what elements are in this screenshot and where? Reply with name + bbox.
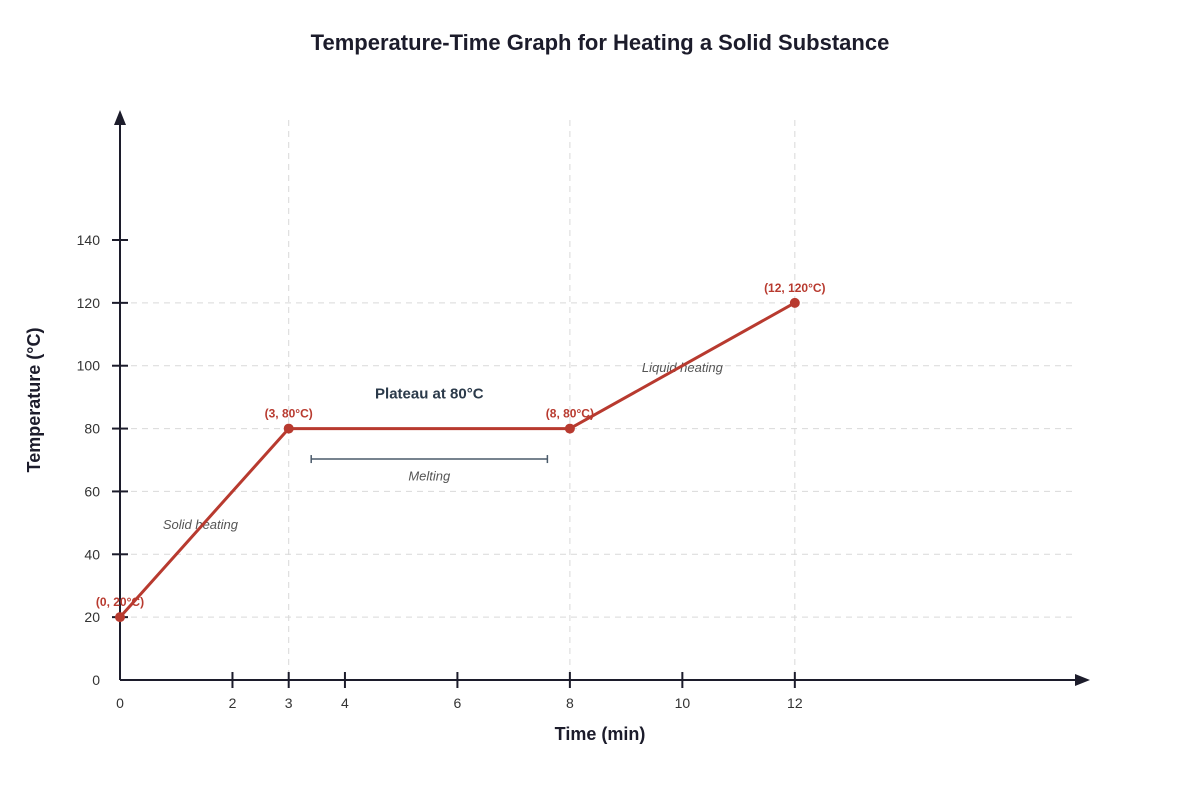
x-tick-label: 6 [454, 695, 462, 711]
chart-title: Temperature-Time Graph for Heating a Sol… [311, 30, 890, 55]
y-tick-label: 80 [84, 421, 100, 437]
x-tick-label: 10 [675, 695, 691, 711]
data-point-label: (0, 20°C) [96, 595, 144, 609]
x-tick-label: 4 [341, 695, 349, 711]
series-line [118, 301, 796, 619]
series-layer [115, 297, 800, 623]
y-axis-title: Temperature (°C) [24, 328, 44, 473]
x-axis-arrow [1075, 674, 1090, 686]
point-labels-layer: (0, 20°C) (3, 80°C) (8, 80°C) (12, 120°C) [96, 281, 826, 609]
x-tick-label: 8 [566, 695, 574, 711]
data-point [115, 612, 125, 623]
y-tick-label: 40 [84, 546, 100, 562]
data-point [564, 423, 575, 434]
data-point-label: (8, 80°C) [546, 407, 594, 421]
y-tick-label: 60 [84, 483, 100, 499]
y-tick-label: 0 [92, 672, 100, 688]
x-tick-label: 3 [285, 695, 293, 711]
y-tick-label: 140 [77, 232, 101, 248]
plateau-label: Plateau at 80°C [375, 386, 484, 403]
y-tick-label: 120 [77, 295, 101, 311]
melting-label: Melting [408, 468, 451, 483]
grid-layer [120, 120, 1076, 680]
y-axis-arrow [114, 110, 126, 125]
liquid-heating-label: Liquid heating [642, 360, 724, 375]
axes-layer [114, 110, 1090, 686]
x-axis-title: Time (min) [555, 724, 646, 744]
data-point [283, 423, 294, 434]
x-tick-label: 12 [787, 695, 803, 711]
data-point-label: (12, 120°C) [764, 281, 826, 295]
data-point [789, 297, 800, 308]
y-tick-label: 20 [84, 609, 100, 625]
x-tick-label: 2 [229, 695, 237, 711]
x-tick-label: 0 [116, 695, 124, 711]
data-point-label: (3, 80°C) [265, 407, 313, 421]
y-tick-label: 100 [77, 358, 101, 374]
